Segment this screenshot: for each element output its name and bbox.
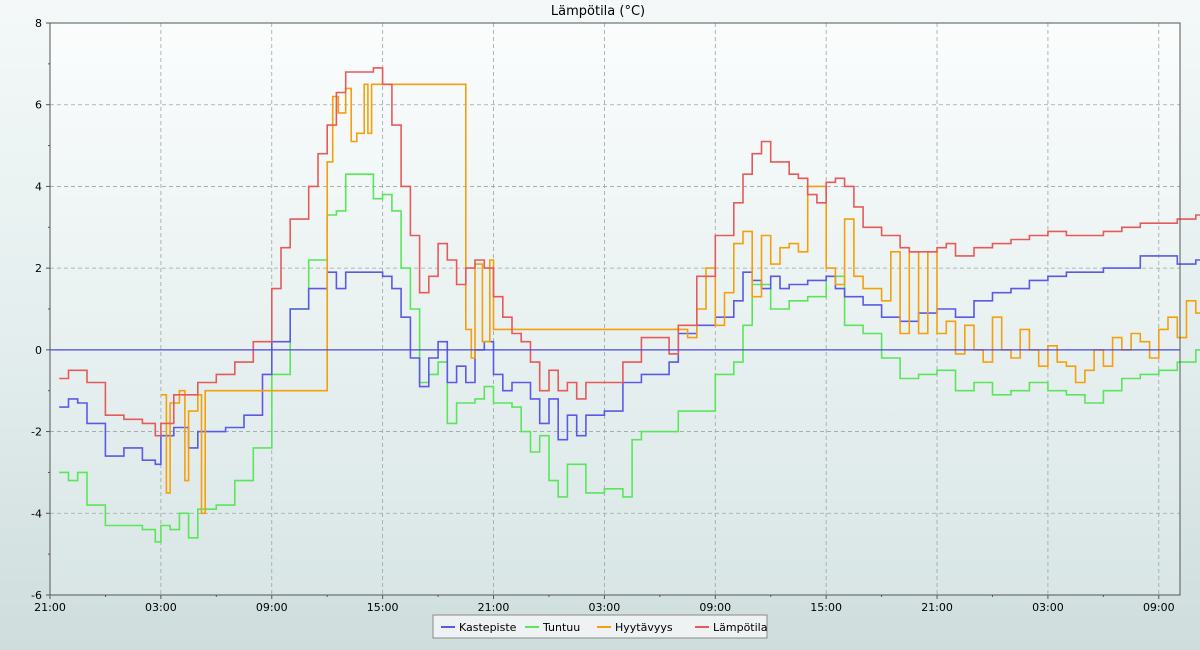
legend-label-3: Lämpötila [713, 621, 767, 634]
x-tick-label: 21:00 [34, 601, 66, 614]
x-tick-label: 09:00 [699, 601, 731, 614]
x-tick-label: 09:00 [1143, 601, 1175, 614]
series-line-0 [59, 255, 1200, 466]
y-tick-label: -2 [31, 426, 42, 439]
x-tick-label: 15:00 [810, 601, 842, 614]
y-axis-ticks: -6 -4 -2 0 2 4 6 8 [31, 17, 50, 602]
legend-label-1: Tuntuu [542, 621, 580, 634]
x-tick-label: 21:00 [921, 601, 953, 614]
series-layer [50, 67, 1200, 543]
legend-label-0: Kastepiste [459, 621, 517, 634]
x-tick-label: 15:00 [367, 601, 399, 614]
y-tick-label: 6 [35, 99, 42, 112]
x-axis-ticks: 21:00 03:00 09:00 15:00 21:00 03:00 09:00 15:00… [34, 595, 1175, 614]
x-tick-label: 03:00 [145, 601, 177, 614]
y-tick-label: -6 [31, 589, 42, 602]
y-tick-label: -4 [31, 507, 42, 520]
legend-label-2: Hyytävyys [615, 621, 673, 634]
chart-title: Lämpötila (°C) [551, 4, 645, 19]
x-tick-label: 09:00 [256, 601, 288, 614]
y-tick-label: 4 [35, 180, 42, 193]
y-tick-label: 8 [35, 17, 42, 30]
y-tick-label: 2 [35, 262, 42, 275]
series-line-1 [59, 173, 1200, 543]
x-tick-label: 21:00 [478, 601, 510, 614]
plot-background [50, 23, 1180, 595]
y-tick-label: 0 [35, 344, 42, 357]
x-tick-label: 03:00 [1032, 601, 1064, 614]
x-tick-label: 03:00 [589, 601, 621, 614]
plot-area [50, 23, 1180, 595]
series-line-3 [59, 67, 1200, 437]
legend: Kastepiste Tuntuu Hyytävyys Lämpötila [432, 614, 768, 639]
